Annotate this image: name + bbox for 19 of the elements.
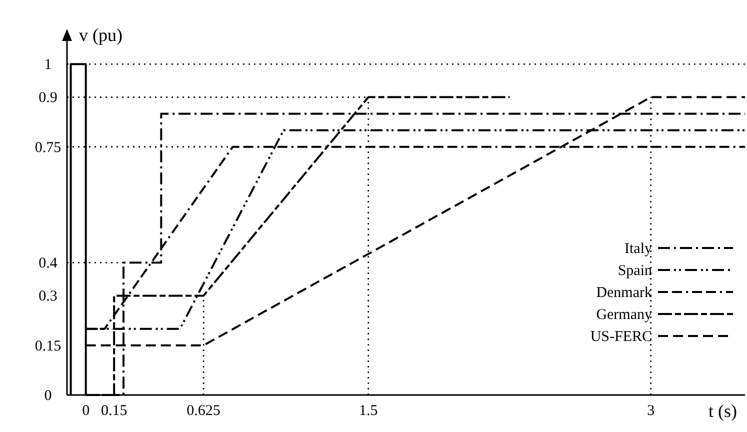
y-tick-label: 0.9 [38,90,58,106]
x-tick-label: 1.5 [358,403,378,419]
x-tick-label: 0.15 [100,403,128,419]
x-axis-title: t (s) [708,401,737,421]
y-tick-label: 0.15 [34,338,62,354]
x-tick-label: 3 [647,403,655,419]
y-axis-title: v (pu) [79,25,122,45]
y-tick-label: 0.75 [34,140,62,156]
legend-label: US-FERC [590,329,652,345]
x-tick-label: 0 [82,403,90,419]
y-tick-label: 1 [44,57,52,74]
x-tick-label: 0.625 [186,403,220,419]
y-tick-label: 0.4 [38,256,58,272]
y-tick-label: 0.3 [38,288,58,305]
y-tick-label: 0 [44,388,52,404]
legend-label: Denmark [596,285,652,301]
legend-label: Germany [596,307,652,323]
legend-label: Italy [624,241,652,257]
legend-label: Spain [618,263,652,279]
